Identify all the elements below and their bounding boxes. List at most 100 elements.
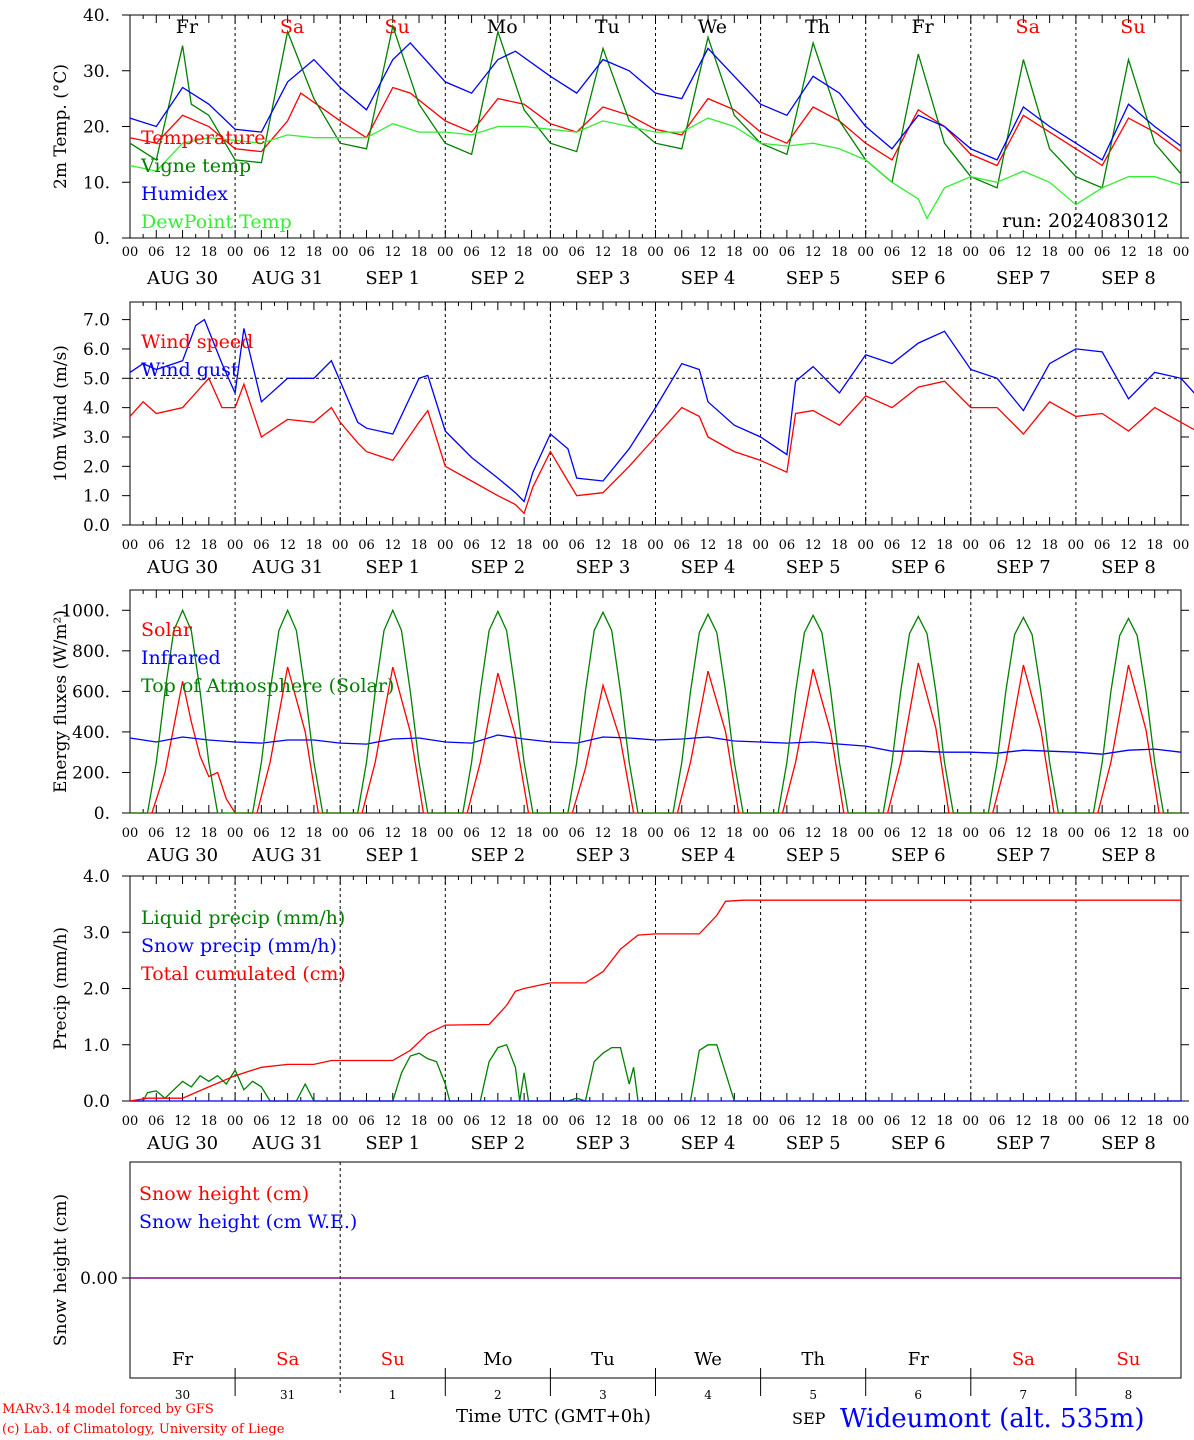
day-abbr: Su (1116, 1349, 1140, 1370)
date-label: SEP 3 (576, 1133, 631, 1154)
plot-frame (129, 589, 1182, 814)
hour-label: 18 (936, 826, 953, 841)
date-label: AUG 31 (251, 845, 323, 866)
hour-label: 06 (674, 1114, 691, 1129)
hour-label: 06 (463, 538, 480, 553)
hour-label: 00 (437, 538, 454, 553)
date-label: SEP 8 (1101, 557, 1156, 578)
series-line (129, 318, 1194, 503)
hour-label: 18 (726, 826, 743, 841)
hour-label: 00 (122, 1114, 139, 1129)
hour-label: 12 (174, 245, 191, 260)
hour-label: 06 (568, 826, 585, 841)
date-label: SEP 6 (891, 1133, 946, 1154)
hour-label: 06 (1094, 245, 1111, 260)
legend-entry: Total cumulated (cm) (141, 963, 346, 985)
hour-label: 00 (752, 245, 769, 260)
hour-label: 00 (227, 245, 244, 260)
hour-label: 12 (174, 1114, 191, 1129)
hour-label: 00 (542, 826, 559, 841)
hour-label: 00 (1068, 245, 1085, 260)
hour-label: 12 (279, 826, 296, 841)
hour-label: 12 (174, 826, 191, 841)
hour-label: 00 (647, 538, 664, 553)
y-tick-label: 4.0 (83, 867, 110, 887)
date-label: SEP 3 (576, 268, 631, 289)
day-number: 7 (1020, 1388, 1028, 1402)
y-tick-label: 3.0 (83, 428, 110, 448)
series-line (129, 86, 1182, 167)
hour-label: 06 (674, 826, 691, 841)
y-axis-label: Precip (mm/h) (51, 927, 71, 1050)
y-tick-label: 10. (83, 173, 110, 193)
hour-label: 18 (516, 538, 533, 553)
date-label: SEP 7 (996, 845, 1051, 866)
hour-label: 06 (1094, 1114, 1111, 1129)
date-label: SEP 5 (786, 845, 841, 866)
hour-label: 18 (1041, 538, 1058, 553)
hour-label: 12 (700, 245, 717, 260)
hour-label: 12 (595, 538, 612, 553)
hour-label: 06 (989, 245, 1006, 260)
day-abbr: Mo (483, 1349, 512, 1370)
hour-label: 12 (910, 1114, 927, 1129)
hour-label: 00 (542, 245, 559, 260)
hour-label: 00 (963, 826, 980, 841)
y-tick-label: 5.0 (83, 369, 110, 389)
hour-label: 00 (857, 826, 874, 841)
date-label: AUG 30 (146, 1133, 218, 1154)
date-label: SEP 1 (365, 268, 420, 289)
date-label: SEP 5 (786, 557, 841, 578)
hour-label: 18 (831, 826, 848, 841)
hour-label: 06 (358, 245, 375, 260)
hour-label: 12 (595, 1114, 612, 1129)
date-label: AUG 30 (146, 557, 218, 578)
hour-label: 12 (384, 245, 401, 260)
y-axis-label: 2m Temp. (°C) (51, 64, 71, 189)
hour-label: 06 (148, 1114, 165, 1129)
day-abbr: Su (384, 16, 409, 38)
hour-label: 18 (621, 245, 638, 260)
y-tick-label: 2.0 (83, 457, 110, 477)
hour-label: 18 (201, 826, 218, 841)
panel-3: 0. 200. 400. 600. 800. 1000.Energy fluxes (W/… (51, 589, 1189, 866)
y-tick-label: 40. (83, 6, 110, 26)
date-label: SEP 2 (470, 557, 525, 578)
day-number: 8 (1125, 1388, 1133, 1402)
hour-label: 18 (1146, 538, 1163, 553)
hour-label: 00 (437, 1114, 454, 1129)
hour-label: 12 (1120, 245, 1137, 260)
series-line (130, 608, 1181, 814)
plot-frame (129, 14, 1182, 239)
date-label: SEP 7 (996, 1133, 1051, 1154)
date-label: AUG 30 (146, 268, 218, 289)
date-label: SEP 1 (365, 845, 420, 866)
legend-entry: Snow height (cm) (139, 1183, 309, 1205)
hour-label: 12 (700, 1114, 717, 1129)
hour-label: 18 (1041, 245, 1058, 260)
date-label: SEP 6 (891, 268, 946, 289)
legend-entry: Solar (141, 619, 193, 641)
hour-label: 00 (647, 245, 664, 260)
hour-label: 12 (279, 1114, 296, 1129)
hour-label: 18 (306, 538, 323, 553)
hour-label: 00 (1173, 538, 1190, 553)
day-abbr: We (694, 1349, 722, 1370)
day-abbr: Sa (276, 1349, 299, 1370)
legend-entry: Wind speed (141, 331, 253, 353)
series-line (129, 734, 1182, 755)
y-tick-label: 20. (83, 118, 110, 138)
hour-label: 06 (148, 245, 165, 260)
hour-label: 00 (1173, 1114, 1190, 1129)
hour-label: 00 (227, 826, 244, 841)
day-abbr: Fr (908, 1349, 929, 1370)
hour-label: 18 (936, 1114, 953, 1129)
hour-label: 00 (1068, 1114, 1085, 1129)
hour-label: 06 (674, 245, 691, 260)
date-label: SEP 4 (681, 557, 736, 578)
hour-label: 12 (805, 538, 822, 553)
hour-label: 18 (1041, 826, 1058, 841)
day-abbr: Fr (176, 16, 199, 38)
day-abbr: Th (801, 1349, 825, 1370)
hour-label: 00 (963, 538, 980, 553)
